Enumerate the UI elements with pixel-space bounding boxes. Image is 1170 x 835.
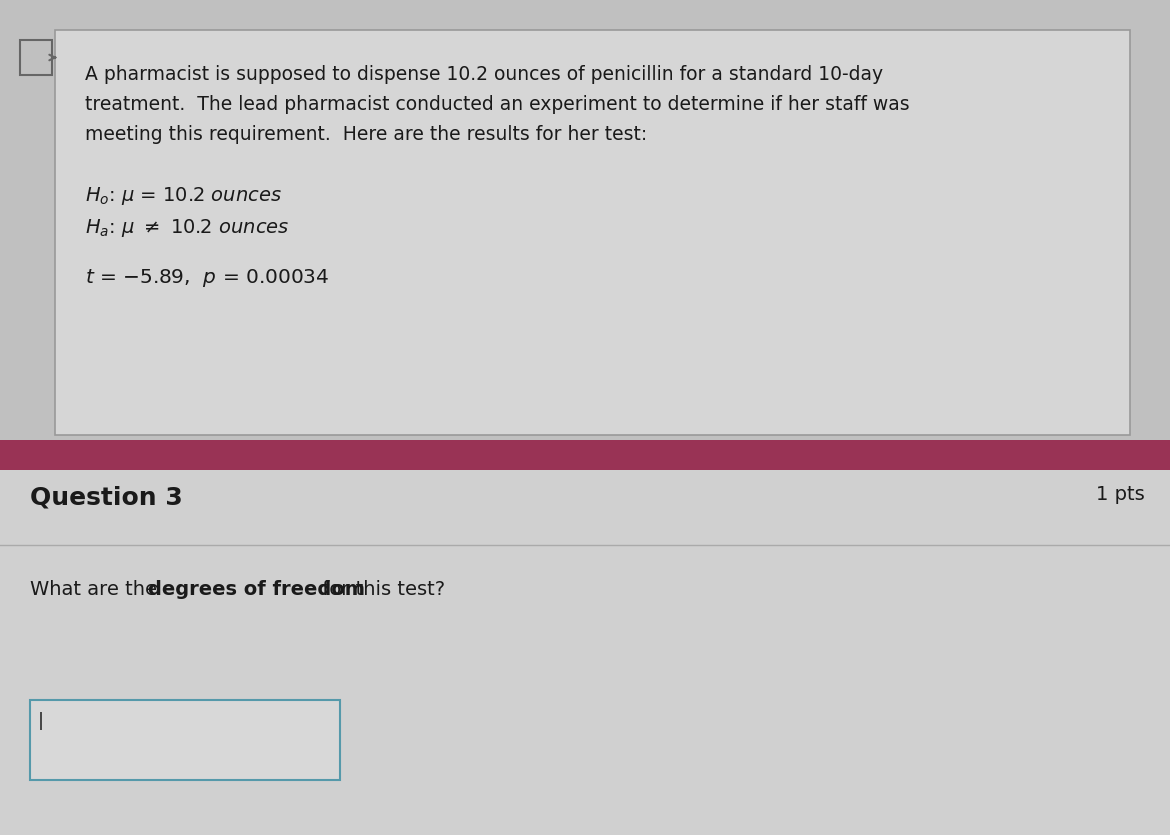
Text: Question 3: Question 3 (30, 485, 183, 509)
FancyBboxPatch shape (20, 40, 51, 75)
FancyBboxPatch shape (30, 700, 340, 780)
Text: degrees of freedom: degrees of freedom (147, 580, 365, 599)
Text: 1 pts: 1 pts (1096, 485, 1145, 504)
Bar (55, 30, 1130, 435)
Text: A pharmacist is supposed to dispense 10.2 ounces of penicillin for a standard 10: A pharmacist is supposed to dispense 10.… (85, 65, 883, 84)
Bar (0, 470, 1170, 835)
Bar (0, 440, 1170, 470)
Text: $\mathit{H_a}$: $\mathit{\mu}$ $\neq$ 10.2 $\mathit{ounces}$: $\mathit{H_a}$: $\mathit{\mu}$ $\neq$ 10… (85, 217, 290, 239)
Text: for this test?: for this test? (316, 580, 445, 599)
Text: treatment.  The lead pharmacist conducted an experiment to determine if her staf: treatment. The lead pharmacist conducted… (85, 95, 909, 114)
Bar (0, 470, 1170, 545)
Text: What are the: What are the (30, 580, 164, 599)
Text: $\mathit{H_o}$: $\mathit{\mu}$ = 10.2 $\mathit{ounces}$: $\mathit{H_o}$: $\mathit{\mu}$ = 10.2 $\… (85, 185, 282, 207)
Text: $\mathit{t}$ = $-$5.89,  $\mathit{p}$ = 0.00034: $\mathit{t}$ = $-$5.89, $\mathit{p}$ = 0… (85, 267, 330, 289)
Text: meeting this requirement.  Here are the results for her test:: meeting this requirement. Here are the r… (85, 125, 647, 144)
Text: |: | (37, 712, 44, 730)
